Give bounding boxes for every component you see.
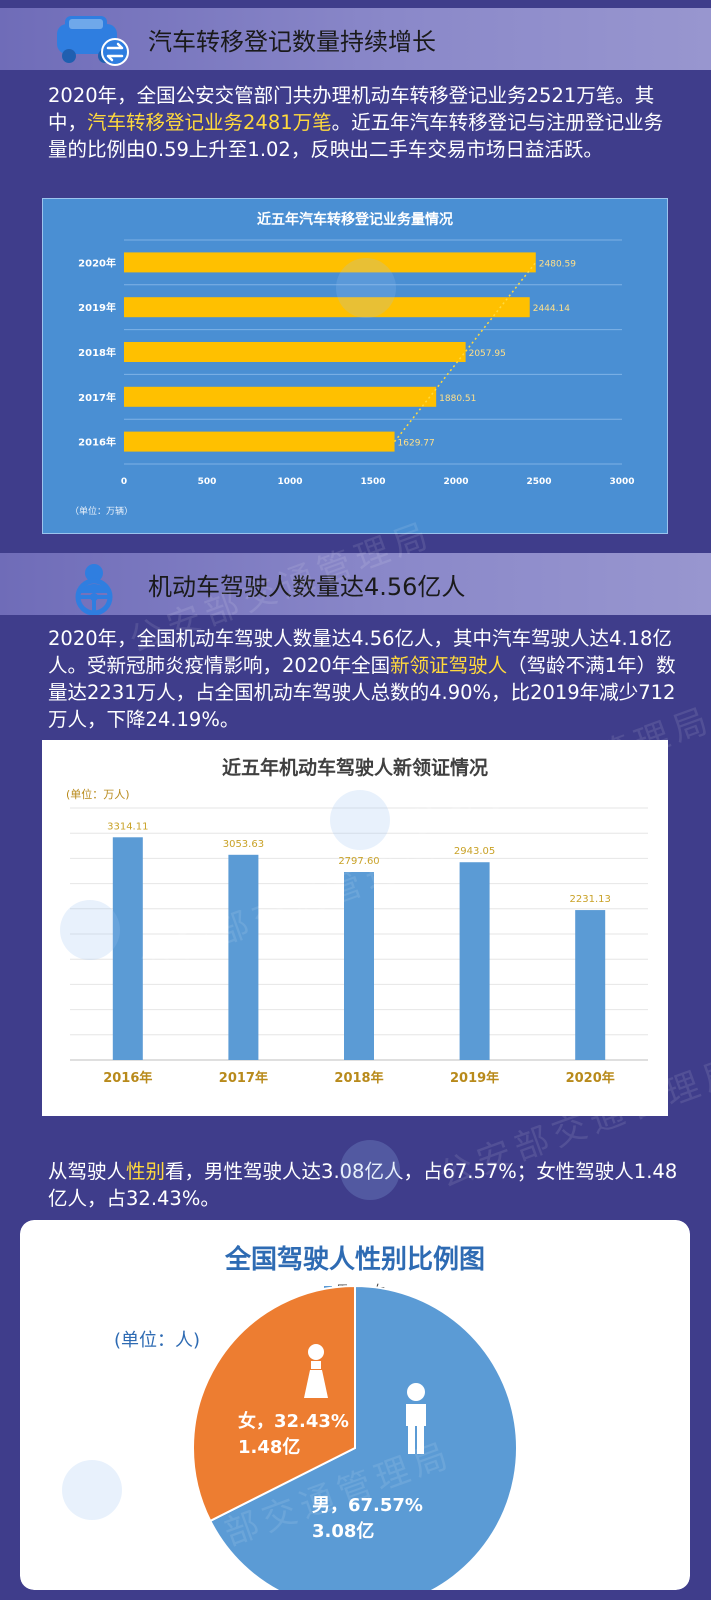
unit-note: (单位：万人) — [66, 787, 130, 801]
category-label: 2019年 — [450, 1070, 499, 1086]
paragraph-text: 看，男性驾驶人达3.08亿人，占67.57%；女性驾驶人1.48亿人，占32.4… — [48, 1160, 678, 1210]
tick-label: 1500 — [360, 477, 385, 487]
section-title: 汽车转移登记数量持续增长 — [148, 28, 436, 56]
transfer-bar-chart-card: 近五年汽车转移登记业务量情况 2020年 2019年 2018年 2017年 2016年… — [42, 198, 668, 534]
category-label: 2018年 — [334, 1070, 383, 1086]
tick-label: 0 — [121, 477, 127, 487]
new-drivers-bar-chart: 近五年机动车驾驶人新领证情况 (单位：万人) 3314.11 3053.63 279… — [42, 740, 668, 1116]
category-label: 2017年 — [219, 1070, 268, 1086]
data-label: 3053.63 — [223, 839, 264, 850]
data-label: 2231.13 — [570, 894, 611, 905]
tick-label: 3000 — [609, 477, 634, 487]
bar — [112, 837, 143, 1060]
gender-pie-chart: 全国驾驶人性别比例图 男 女 (单位：人) 女，32.43% 1.48亿 男，6… — [20, 1220, 690, 1590]
category-label: 2020年 — [78, 256, 116, 269]
chart-title: 近五年汽车转移登记业务量情况 — [257, 211, 453, 228]
highlight-text: 汽车转移登记业务2481万笔 — [87, 111, 332, 134]
data-label: 2057.95 — [469, 349, 506, 359]
tick-label: 2500 — [526, 477, 551, 487]
bar — [575, 910, 606, 1060]
data-label: 1880.51 — [439, 394, 476, 404]
bar — [459, 862, 490, 1060]
man-icon — [406, 1383, 426, 1454]
paragraph-text: 2020年，全国机动车驾驶人数量达4.56亿人，其中汽车驾驶人达4.18亿人。受… — [48, 627, 672, 677]
transfer-paragraph: 2020年，全国公安交管部门共办理机动车转移登记业务2521万笔。其中，汽车转移… — [48, 82, 678, 163]
bar — [124, 431, 395, 452]
paragraph-text: 。近五年汽车转移登记与注册登记业务量的比例由0.59上升至1.02，反映出二手车… — [48, 111, 664, 161]
slice-label-female: 女，32.43% — [238, 1410, 349, 1432]
data-label: 2444.14 — [533, 304, 570, 314]
section-header-transfer: 汽车转移登记数量持续增长 — [0, 8, 711, 70]
tick-label: 2000 — [443, 477, 468, 487]
car-transfer-icon — [57, 16, 129, 66]
woman-icon — [304, 1344, 328, 1398]
category-label: 2016年 — [103, 1070, 152, 1086]
new-drivers-bar-chart-card: 近五年机动车驾驶人新领证情况 (单位：万人) 3314.11 3053.63 279… — [42, 740, 668, 1116]
slice-value-male: 3.08亿 — [312, 1520, 374, 1542]
category-label: 2018年 — [78, 346, 116, 359]
bar — [124, 297, 530, 318]
highlight-text: 性别 — [126, 1160, 166, 1183]
category-label: 2019年 — [78, 301, 116, 314]
paragraph-text: 2020年，全国公安交管部门共办理机动车转移登记业务2521万笔。其中， — [48, 84, 655, 134]
steering-wheel-driver-icon — [75, 564, 113, 615]
bar — [124, 342, 466, 362]
slice-value-female: 1.48亿 — [238, 1436, 300, 1458]
bar — [124, 386, 437, 407]
unit-note: (单位：人) — [114, 1330, 200, 1351]
bar — [344, 872, 374, 1060]
transfer-bar-chart: 近五年汽车转移登记业务量情况 2020年 2019年 2018年 2017年 2016年… — [42, 198, 668, 534]
tick-label: 1000 — [277, 477, 302, 487]
data-label: 1629.77 — [398, 439, 435, 449]
bar — [228, 854, 259, 1060]
highlight-text: 新领证驾驶人 — [390, 654, 508, 677]
tick-label: 500 — [198, 477, 217, 487]
section-header-drivers: 机动车驾驶人数量达4.56亿人 — [0, 553, 711, 615]
paragraph-text: 从驾驶人 — [48, 1160, 127, 1183]
drivers-paragraph: 2020年，全国机动车驾驶人数量达4.56亿人，其中汽车驾驶人达4.18亿人。受… — [48, 625, 678, 733]
chart-title: 近五年机动车驾驶人新领证情况 — [222, 756, 488, 779]
chart-title: 全国驾驶人性别比例图 — [224, 1244, 485, 1275]
data-label: 2797.60 — [338, 856, 379, 867]
slice-label-male: 男，67.57% — [312, 1495, 423, 1516]
data-label: 2943.05 — [454, 846, 495, 857]
category-label: 2016年 — [78, 436, 116, 449]
gender-pie-chart-card: 全国驾驶人性别比例图 男 女 (单位：人) 女，32.43% 1.48亿 男，6… — [20, 1220, 690, 1590]
unit-note: （单位：万辆） — [70, 505, 133, 517]
bar — [124, 252, 536, 273]
data-label: 2480.59 — [539, 259, 576, 269]
gender-paragraph: 从驾驶人性别看，男性驾驶人达3.08亿人，占67.57%；女性驾驶人1.48亿人… — [48, 1158, 678, 1212]
paragraph-text: （驾龄不满1年）数量达2231万人，占全国机动车驾驶人总数的4.90%，比201… — [48, 654, 676, 731]
section-title: 机动车驾驶人数量达4.56亿人 — [148, 573, 466, 601]
category-label: 2020年 — [566, 1070, 615, 1086]
category-label: 2017年 — [78, 391, 116, 404]
data-label: 3314.11 — [107, 821, 148, 832]
pie-slice-male — [208, 1284, 518, 1590]
trend-line — [393, 261, 537, 443]
